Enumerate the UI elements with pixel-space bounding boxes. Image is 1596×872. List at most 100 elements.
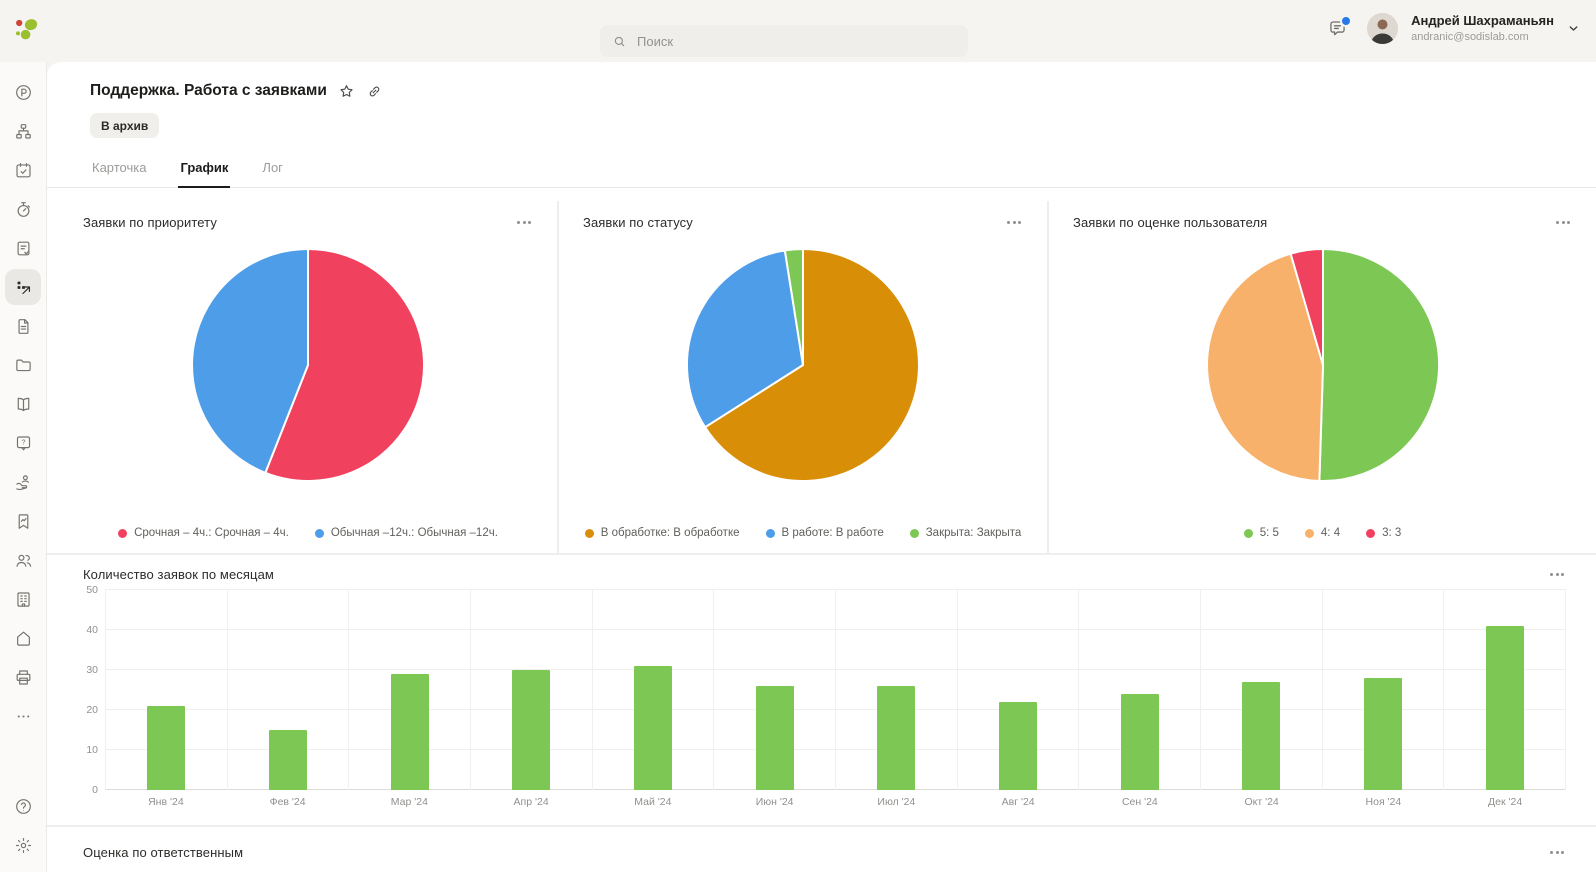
tab-0[interactable]: Карточка: [92, 160, 147, 175]
sidebar-item-reports[interactable]: [5, 503, 41, 539]
y-axis: 0 10 20 30 40 50: [83, 584, 105, 796]
x-tick-label: Фев '24: [269, 796, 306, 808]
user-name: Андрей Шахраманьян: [1411, 12, 1554, 28]
bar-column: [836, 590, 958, 790]
unread-badge: [1340, 15, 1353, 27]
sidebar-item-calendar[interactable]: [5, 152, 41, 188]
legend-dot: [314, 528, 324, 538]
star-icon[interactable]: [338, 83, 355, 100]
archive-button[interactable]: В архив: [90, 113, 160, 138]
legend-item[interactable]: В работе: В работе: [765, 527, 884, 539]
people-icon: [15, 554, 31, 567]
legend-dot: [1366, 528, 1376, 538]
chart-title: Заявки по оценке пользователя: [1073, 215, 1268, 230]
sidebar-item-home[interactable]: [5, 620, 41, 656]
bar[interactable]: [755, 686, 794, 790]
sidebar-item-team[interactable]: [5, 542, 41, 578]
pie-slice[interactable]: [1205, 252, 1324, 482]
printer-icon: [16, 669, 30, 685]
tab-1[interactable]: График: [178, 151, 231, 188]
bar[interactable]: [269, 730, 307, 790]
bar[interactable]: [877, 686, 916, 790]
note-check-icon: [17, 241, 30, 255]
link-icon[interactable]: [366, 83, 383, 100]
y-tick-label: 30: [86, 664, 98, 676]
sidebar: ?: [0, 62, 47, 872]
search-input[interactable]: [635, 32, 956, 50]
bar[interactable]: [1242, 682, 1281, 790]
search-box[interactable]: [600, 25, 968, 57]
x-tick-label: Авг '24: [1001, 796, 1035, 808]
bar[interactable]: [390, 674, 429, 790]
question-tag-icon: ?: [16, 435, 30, 450]
avatar[interactable]: [1367, 13, 1399, 44]
more-options-button[interactable]: [1554, 217, 1572, 228]
sidebar-item-tasks[interactable]: [5, 230, 41, 266]
pie-slice[interactable]: [264, 248, 425, 482]
tab-2[interactable]: Лог: [262, 160, 283, 175]
chat-icon: [1330, 21, 1345, 36]
bar-column: [714, 590, 837, 790]
sidebar-item-services[interactable]: [5, 464, 41, 500]
app-logo-icon[interactable]: [13, 16, 41, 44]
sidebar-item-support[interactable]: ?: [5, 425, 41, 461]
pie-slice[interactable]: [1289, 248, 1324, 366]
bar-column: [1444, 590, 1567, 790]
bar[interactable]: [1485, 626, 1524, 790]
sidebar-item-settings[interactable]: [5, 827, 41, 863]
sidebar-item-documents[interactable]: [5, 308, 41, 344]
sidebar-item-timer[interactable]: [5, 191, 41, 227]
sidebar-item-files[interactable]: [5, 347, 41, 383]
bar[interactable]: [1120, 694, 1159, 790]
chart-title: Количество заявок по месяцам: [83, 567, 274, 582]
pie-slice[interactable]: [686, 249, 804, 429]
legend-label: 3: 3: [1382, 527, 1402, 539]
bar[interactable]: [999, 702, 1038, 790]
legend-item[interactable]: Закрыта: Закрыта: [909, 527, 1021, 539]
legend-item[interactable]: В обработке: В обработке: [584, 527, 740, 539]
legend-item[interactable]: 5: 5: [1243, 527, 1279, 539]
legend-item[interactable]: 4: 4: [1304, 527, 1340, 539]
legend-item[interactable]: Срочная – 4ч.: Срочная – 4ч.: [118, 527, 289, 539]
hand-care-icon: [15, 474, 29, 490]
sidebar-item-company[interactable]: [5, 581, 41, 617]
bar[interactable]: [634, 666, 673, 790]
stopwatch-icon: [17, 201, 30, 217]
pie-chart: [686, 248, 920, 482]
sidebar-item-print[interactable]: [5, 659, 41, 695]
pie-slice[interactable]: [191, 248, 309, 474]
y-tick-label: 50: [86, 584, 98, 596]
pie-slice[interactable]: [783, 248, 804, 366]
more-options-button[interactable]: [1005, 217, 1023, 228]
bar-column: [349, 590, 472, 790]
sidebar-item-knowledge[interactable]: [5, 386, 41, 422]
legend-label: В работе: В работе: [781, 527, 884, 539]
building-icon: [16, 591, 30, 607]
sidebar-item-help[interactable]: [5, 788, 41, 824]
sidebar-item-more[interactable]: [5, 698, 41, 734]
analytics-icon: [17, 281, 30, 294]
chevron-down-icon[interactable]: [1567, 22, 1580, 35]
messages-button[interactable]: [1327, 15, 1353, 39]
more-options-button[interactable]: [1548, 569, 1566, 580]
bar[interactable]: [1364, 678, 1403, 790]
x-tick-label: Июн '24: [755, 796, 794, 808]
bar[interactable]: [147, 706, 186, 790]
plot-area: [105, 589, 1567, 790]
more-options-button[interactable]: [515, 217, 533, 228]
bar[interactable]: [512, 670, 551, 790]
svg-text:?: ?: [21, 438, 25, 446]
sidebar-item-payments[interactable]: [5, 74, 41, 110]
help-circle-icon: [15, 798, 31, 814]
more-options-button[interactable]: [1548, 847, 1566, 858]
pie-slice[interactable]: [704, 248, 920, 482]
x-tick-label: Апр '24: [513, 796, 549, 808]
document-icon: [17, 318, 29, 334]
legend-label: 5: 5: [1259, 527, 1279, 539]
pie-slice[interactable]: [1317, 248, 1440, 482]
sidebar-item-analytics[interactable]: [5, 269, 41, 305]
legend-item[interactable]: 3: 3: [1366, 527, 1401, 539]
sidebar-item-structure[interactable]: [5, 113, 41, 149]
legend-dot: [584, 528, 594, 538]
legend-item[interactable]: Обычная –12ч.: Обычная –12ч.: [314, 527, 498, 539]
